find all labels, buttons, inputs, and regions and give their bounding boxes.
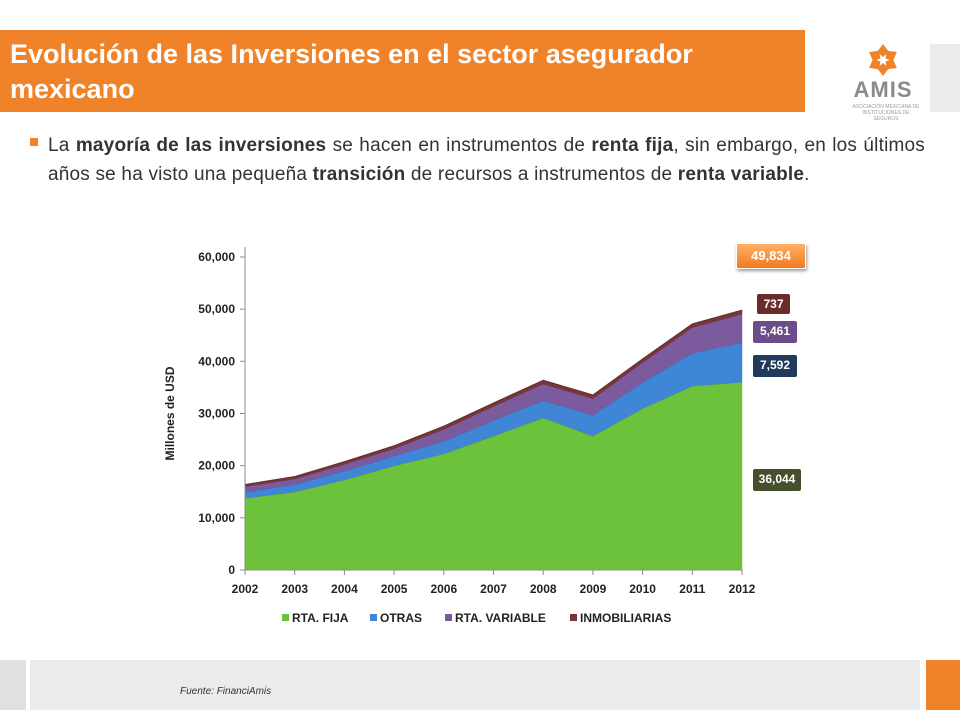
x-tick-label: 2002 [232,582,259,596]
x-tick-label: 2012 [729,582,756,596]
bullet-square-icon [30,138,38,146]
investment-area-chart: 0 10,000 20,000 30,000 40,000 50,000 60,000 200… [163,247,756,625]
x-tick-label: 2010 [629,582,656,596]
legend-swatch-otras [370,614,377,621]
callout-total: 49,834 [736,243,806,269]
x-tick-label: 2004 [331,582,358,596]
bullet-bold-transicion: transición [312,164,406,185]
bullet-bold-renta-variable: renta variable [677,164,805,185]
callout-rta-variable: 5,461 [753,321,797,343]
bullet-text-part: de recursos a instrumentos de [405,164,678,185]
area-inmobiliarias [244,309,743,487]
legend-swatch-inmobiliarias [570,614,577,621]
area-inmobiliarias-edge [244,309,743,485]
logo-subtitle: ASOCIACIÓN MEXICANA DE INSTITUCIONES DE … [852,104,920,122]
bullet-bold-renta-fija: renta fija [591,135,674,156]
bullet-text-part: . [804,164,810,185]
title-bar: Evolución de las Inversiones en el secto… [0,30,805,112]
callout-inmobiliarias: 737 [757,294,790,314]
footer-band [30,660,920,710]
bullet-bold-inversiones: mayoría de las inversiones [75,135,327,156]
legend-swatch-rta-fija [282,614,289,621]
legend-label-rta-variable: RTA. VARIABLE [455,611,546,625]
amis-logo-icon [869,44,897,76]
x-tick-label: 2011 [679,582,705,596]
legend-swatch-rta-variable [445,614,452,621]
x-tick-label: 2003 [281,582,308,596]
bullet-point: La mayoría de las inversiones se hacen e… [30,131,925,189]
source-note: Fuente: FinanciAmis [180,686,272,697]
bullet-text-part: , sin embargo, en los últimos años se ha… [48,135,925,185]
bullet-text: La mayoría de las inversiones se hacen e… [48,131,925,189]
footer-left-block [0,660,26,710]
y-tick-label: 30,000 [198,407,235,421]
x-tick-label: 2008 [530,582,557,596]
logo-name: AMIS [853,77,913,102]
y-tick-label: 50,000 [198,302,235,316]
y-tick-label: 40,000 [198,354,235,368]
bullet-text-part: se hacen en instrumentos de [326,135,592,156]
x-tick-label: 2009 [580,582,607,596]
x-tick-label: 2005 [381,582,408,596]
legend-label-inmobiliarias: INMOBILIARIAS [580,611,671,625]
footer-right-block [926,660,960,710]
legend-label-otras: OTRAS [380,611,422,625]
header-stripe [930,44,960,112]
callout-rta-fija: 36,044 [753,469,801,491]
y-tick-label: 20,000 [198,459,235,473]
x-tick-label: 2006 [430,582,457,596]
amis-logo: AMIS ASOCIACIÓN MEXICANA DE INSTITUCIONE… [838,42,928,122]
x-tick-label: 2007 [480,582,507,596]
legend-label-rta-fija: RTA. FIJA [292,611,349,625]
y-tick-label: 10,000 [198,511,235,525]
y-tick-label: 60,000 [198,250,235,264]
slide-title: Evolución de las Inversiones en el secto… [10,39,693,104]
y-tick-label: 0 [228,563,235,577]
bullet-text-part: La [48,135,76,156]
callout-otras: 7,592 [753,355,797,377]
y-axis-title: Millones de USD [163,366,177,460]
